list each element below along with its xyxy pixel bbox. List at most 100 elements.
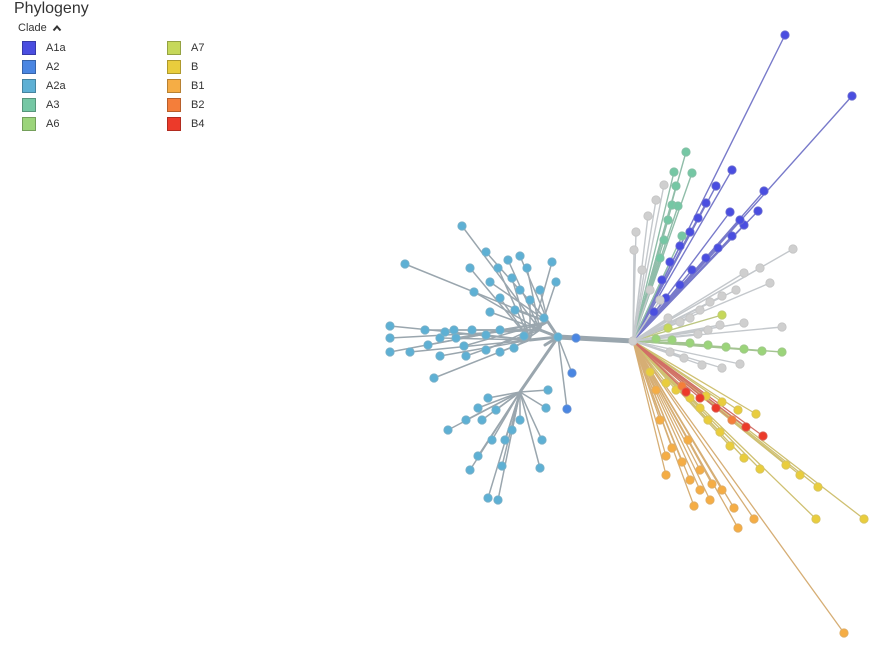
tree-node[interactable] [813, 482, 823, 492]
tree-node[interactable] [507, 425, 517, 435]
legend-item-a2[interactable]: A2 [22, 60, 59, 74]
tree-node[interactable] [735, 215, 745, 225]
tree-node[interactable] [729, 503, 739, 513]
tree-node[interactable] [755, 464, 765, 474]
tree-node[interactable] [515, 251, 525, 261]
tree-node[interactable] [681, 147, 691, 157]
tree-node[interactable] [519, 331, 529, 341]
tree-node[interactable] [811, 514, 821, 524]
tree-node[interactable] [655, 253, 665, 263]
tree-node[interactable] [443, 425, 453, 435]
tree-node[interactable] [495, 325, 505, 335]
tree-node[interactable] [655, 295, 665, 305]
tree-node[interactable] [683, 435, 693, 445]
tree-node[interactable] [485, 277, 495, 287]
tree-node[interactable] [669, 167, 679, 177]
tree-node[interactable] [537, 435, 547, 445]
tree-node[interactable] [651, 385, 661, 395]
tree-node[interactable] [509, 343, 519, 353]
tree-node[interactable] [465, 263, 475, 273]
tree-node[interactable] [667, 335, 677, 345]
tree-node[interactable] [385, 333, 395, 343]
tree-node[interactable] [661, 378, 671, 388]
tree-node[interactable] [727, 165, 737, 175]
tree-node[interactable] [661, 451, 671, 461]
tree-node[interactable] [695, 485, 705, 495]
tree-node[interactable] [535, 285, 545, 295]
tree-node[interactable] [651, 334, 661, 344]
tree-node[interactable] [727, 231, 737, 241]
tree-node[interactable] [483, 493, 493, 503]
tree-node[interactable] [859, 514, 869, 524]
tree-node[interactable] [721, 342, 731, 352]
tree-node[interactable] [703, 325, 713, 335]
tree-node[interactable] [651, 195, 661, 205]
tree-node[interactable] [665, 347, 675, 357]
tree-node[interactable] [788, 244, 798, 254]
tree-node[interactable] [731, 285, 741, 295]
tree-node[interactable] [440, 327, 450, 337]
legend-item-b[interactable]: B [167, 60, 198, 74]
tree-node[interactable] [753, 206, 763, 216]
tree-node[interactable] [535, 463, 545, 473]
tree-node[interactable] [667, 443, 677, 453]
tree-node[interactable] [485, 307, 495, 317]
tree-node[interactable] [695, 465, 705, 475]
tree-node[interactable] [759, 186, 769, 196]
tree-node[interactable] [733, 405, 743, 415]
tree-node[interactable] [562, 404, 572, 414]
tree-node[interactable] [507, 273, 517, 283]
tree-node[interactable] [707, 479, 717, 489]
tree-node[interactable] [473, 451, 483, 461]
tree-node[interactable] [780, 30, 790, 40]
tree-node[interactable] [515, 285, 525, 295]
tree-node[interactable] [663, 313, 673, 323]
tree-node[interactable] [695, 305, 705, 315]
tree-node[interactable] [631, 227, 641, 237]
tree-node[interactable] [659, 180, 669, 190]
tree-node[interactable] [701, 253, 711, 263]
tree-node[interactable] [553, 332, 563, 342]
tree-node[interactable] [739, 344, 749, 354]
tree-node[interactable] [705, 297, 715, 307]
tree-node[interactable] [481, 247, 491, 257]
tree-node[interactable] [685, 475, 695, 485]
tree-node[interactable] [515, 415, 525, 425]
tree-node[interactable] [839, 628, 849, 638]
tree-node[interactable] [543, 385, 553, 395]
tree-node[interactable] [423, 340, 433, 350]
tree-node[interactable] [525, 295, 535, 305]
tree-node[interactable] [703, 415, 713, 425]
tree-node[interactable] [697, 360, 707, 370]
legend-item-b2[interactable]: B2 [167, 98, 204, 112]
tree-node[interactable] [477, 415, 487, 425]
tree-node[interactable] [629, 245, 639, 255]
tree-node[interactable] [457, 221, 467, 231]
tree-node[interactable] [551, 277, 561, 287]
tree-node[interactable] [420, 325, 430, 335]
legend-toggle[interactable]: Clade [18, 22, 62, 34]
tree-node[interactable] [795, 470, 805, 480]
tree-node[interactable] [503, 255, 513, 265]
tree-node[interactable] [657, 275, 667, 285]
tree-node[interactable] [400, 259, 410, 269]
tree-node[interactable] [435, 333, 445, 343]
tree-node[interactable] [758, 431, 768, 441]
tree-node[interactable] [735, 359, 745, 369]
tree-node[interactable] [717, 485, 727, 495]
tree-node[interactable] [693, 329, 703, 339]
tree-node[interactable] [663, 215, 673, 225]
tree-node[interactable] [685, 227, 695, 237]
tree-node[interactable] [765, 278, 775, 288]
tree-node[interactable] [510, 305, 520, 315]
tree-node[interactable] [677, 457, 687, 467]
tree-node[interactable] [655, 415, 665, 425]
tree-node[interactable] [481, 345, 491, 355]
tree-node[interactable] [487, 435, 497, 445]
tree-node[interactable] [645, 285, 655, 295]
tree-node[interactable] [711, 181, 721, 191]
tree-node[interactable] [539, 313, 549, 323]
tree-node[interactable] [679, 353, 689, 363]
tree-node[interactable] [385, 321, 395, 331]
